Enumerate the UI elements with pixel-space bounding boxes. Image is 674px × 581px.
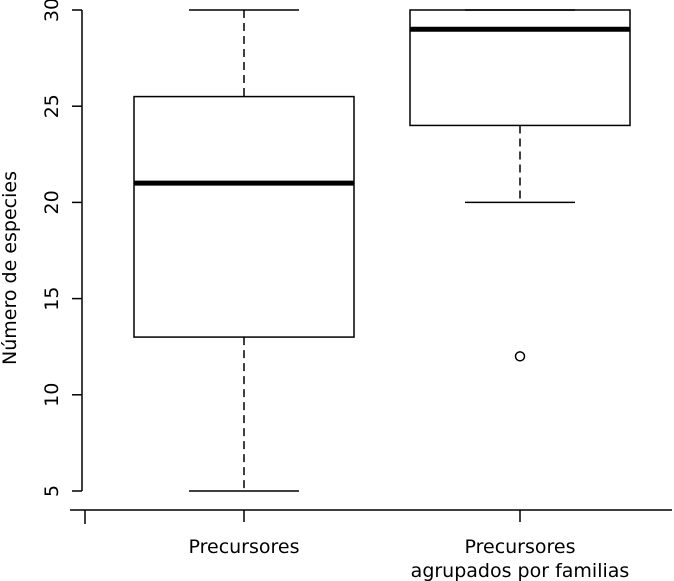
y-tick-label: 25 <box>41 94 63 118</box>
y-tick-label: 5 <box>41 485 63 497</box>
x-tick-label: Precursores <box>188 536 299 558</box>
y-tick-label: 20 <box>41 190 63 214</box>
outlier-point <box>514 351 526 362</box>
y-axis-label: Número de especies <box>0 171 21 365</box>
y-tick-label: 30 <box>41 0 63 22</box>
y-tick-label: 10 <box>41 383 63 407</box>
x-tick-label: agrupados por familias <box>411 560 630 581</box>
boxes <box>133 9 631 492</box>
box-rect <box>409 9 631 127</box>
box-group <box>409 9 631 362</box>
x-tick-label: Precursores <box>464 536 575 558</box>
y-tick-label: 15 <box>41 287 63 311</box>
box-rect <box>133 95 355 338</box>
box-group <box>133 9 355 492</box>
y-axis: 5 10 15 20 25 30 <box>41 0 83 497</box>
